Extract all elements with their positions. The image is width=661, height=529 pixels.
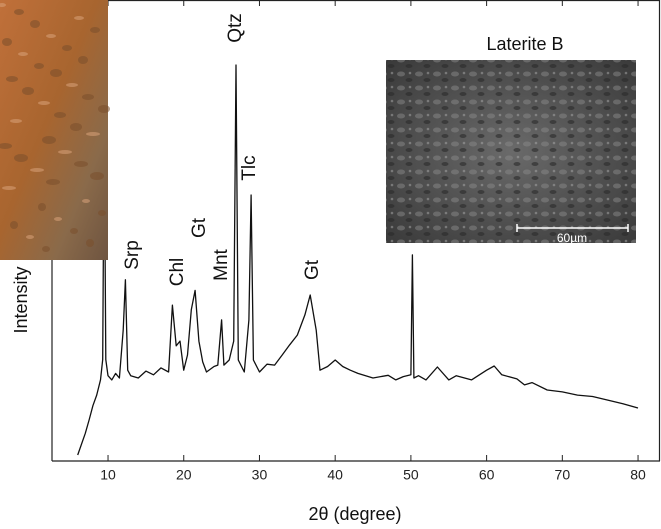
- rock-texture: [6, 76, 18, 82]
- xrd-line: [77, 64, 639, 456]
- rock-texture: [70, 123, 82, 131]
- x-tick-label: 20: [176, 467, 192, 483]
- rock-texture: [30, 168, 44, 172]
- rock-texture: [90, 172, 104, 180]
- rock-texture: [30, 20, 40, 28]
- x-tick-label: 70: [555, 467, 571, 483]
- rock-texture: [10, 119, 22, 123]
- rock-texture: [62, 45, 72, 51]
- rock-texture: [98, 210, 106, 216]
- rock-texture: [66, 83, 78, 87]
- rock-texture: [50, 69, 62, 77]
- rock-texture: [82, 94, 94, 100]
- rock-texture: [38, 101, 50, 105]
- rock-texture: [90, 27, 100, 33]
- rock-texture: [54, 112, 66, 118]
- x-tick-label: 60: [479, 467, 495, 483]
- x-tick-label: 80: [630, 467, 646, 483]
- rock-texture: [34, 63, 44, 69]
- rock-texture: [0, 3, 6, 7]
- peak-label: Gt: [189, 217, 210, 238]
- rock-texture: [78, 56, 88, 64]
- rock-photo: [0, 0, 108, 260]
- rock-texture: [74, 161, 88, 167]
- rock-texture: [98, 105, 110, 113]
- rock-texture: [26, 235, 34, 239]
- rock-texture: [70, 228, 78, 234]
- y-axis-label: Intensity: [11, 266, 31, 333]
- rock-texture: [58, 150, 72, 154]
- peak-label: Gt: [302, 259, 323, 280]
- rock-texture: [0, 143, 12, 149]
- peak-label: Srp: [122, 240, 143, 270]
- inset-title: Laterite B: [486, 34, 563, 54]
- rock-texture: [2, 38, 12, 46]
- x-tick-label: 50: [403, 467, 419, 483]
- x-tick-label: 30: [252, 467, 268, 483]
- rock-texture: [38, 203, 46, 211]
- rock-texture: [86, 239, 94, 247]
- x-tick-label: 40: [327, 467, 343, 483]
- rock-texture: [14, 154, 28, 162]
- rock-texture: [42, 246, 50, 252]
- peak-label: Chl: [167, 258, 188, 287]
- sem-texture: [386, 60, 636, 243]
- rock-texture: [18, 52, 28, 56]
- rock-texture: [10, 221, 18, 229]
- peak-label: Tlc: [239, 155, 260, 180]
- peak-label: Mnt: [211, 248, 232, 280]
- rock-texture: [54, 217, 62, 221]
- rock-texture: [86, 132, 100, 136]
- peak-label: Qtz: [225, 13, 246, 43]
- rock-texture: [22, 87, 34, 95]
- x-tick-label: 10: [100, 467, 116, 483]
- rock-texture: [74, 16, 84, 20]
- rock-texture: [42, 136, 56, 144]
- rock-texture: [2, 186, 16, 190]
- rock-texture: [82, 199, 90, 203]
- rock-texture: [46, 179, 60, 185]
- scale-label: 60µm: [557, 231, 587, 245]
- rock-texture: [14, 9, 24, 15]
- x-axis-label: 2θ (degree): [308, 504, 401, 524]
- rock-texture: [46, 34, 56, 38]
